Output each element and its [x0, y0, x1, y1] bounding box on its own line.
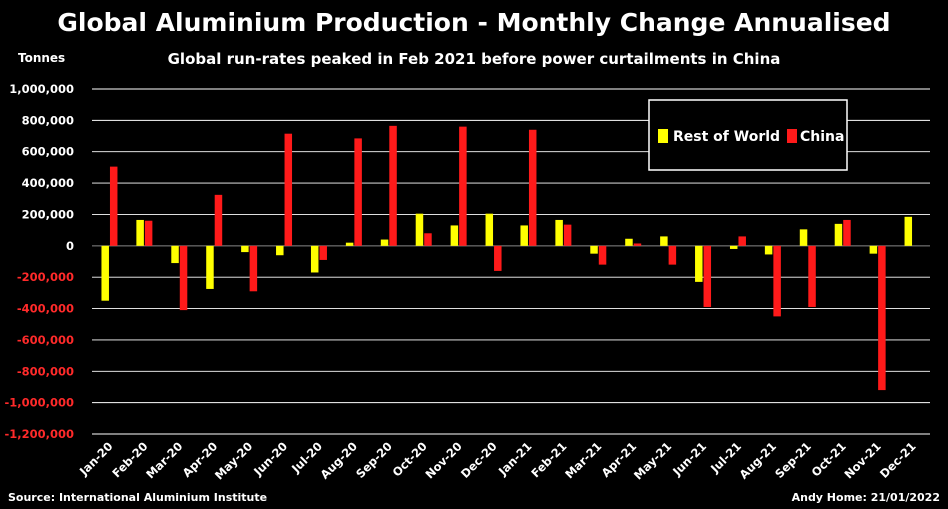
bar-china-aug-21	[773, 245, 781, 317]
bar-china-jan-21	[528, 129, 537, 246]
y-tick-label: -600,000	[17, 333, 74, 347]
y-tick-label: 0	[66, 239, 74, 253]
bar-china-jun-20	[284, 133, 293, 246]
bar-china-apr-21	[633, 243, 642, 246]
bar-china-aug-20	[354, 138, 362, 246]
bar-china-feb-21	[563, 224, 572, 246]
bar-china-feb-20	[144, 220, 153, 246]
bar-china-may-21	[668, 245, 677, 265]
bar-china-nov-21	[878, 245, 886, 391]
legend-box	[648, 99, 848, 171]
x-tick-label: May-20	[212, 439, 255, 482]
bar-china-apr-20	[214, 194, 223, 246]
y-tick-label: 800,000	[22, 113, 74, 127]
bar-rest-of-world-nov-21	[869, 245, 878, 254]
bars	[101, 125, 913, 391]
x-tick-label: Nov-21	[841, 439, 883, 481]
author-credit: Andy Home: 21/01/2022	[791, 491, 940, 504]
bar-rest-of-world-sep-21	[799, 229, 808, 246]
bar-china-oct-20	[424, 233, 432, 246]
y-tick-label: -400,000	[17, 302, 74, 316]
bar-rest-of-world-may-20	[241, 245, 249, 253]
x-axis-ticks: Jan-20Feb-20Mar-20Apr-20May-20Jun-20Jul-…	[76, 439, 919, 482]
bar-china-dec-20	[494, 245, 502, 271]
x-tick-label: Feb-20	[109, 439, 150, 480]
bar-rest-of-world-feb-20	[136, 219, 144, 246]
x-tick-label: Mar-20	[143, 439, 185, 481]
bar-rest-of-world-jul-20	[310, 245, 319, 273]
y-tick-label: -800,000	[17, 364, 74, 378]
bar-china-jul-21	[738, 236, 746, 246]
bar-china-jul-20	[319, 245, 327, 260]
bar-china-jun-21	[703, 245, 712, 307]
bar-rest-of-world-jun-20	[276, 245, 284, 256]
bar-china-jan-20	[109, 166, 118, 246]
bar-rest-of-world-apr-20	[206, 245, 214, 289]
y-tick-label: -1,200,000	[4, 427, 74, 441]
x-tick-label: Jan-21	[495, 439, 535, 479]
x-tick-label: Jan-20	[76, 439, 116, 479]
y-tick-label: 600,000	[22, 145, 74, 159]
x-tick-label: Mar-21	[562, 439, 604, 481]
bar-rest-of-world-oct-21	[834, 223, 843, 246]
bar-china-may-20	[249, 245, 258, 292]
y-axis-ticks: 1,000,000 800,000 600,000 400,000 200,000 0 -2…	[4, 82, 74, 441]
bar-china-mar-20	[179, 245, 188, 311]
x-tick-label: Feb-21	[528, 439, 569, 480]
legend-swatch-rest-of-world	[658, 129, 668, 143]
bar-rest-of-world-jan-21	[520, 225, 528, 246]
x-tick-label: Dec-20	[458, 439, 500, 481]
y-axis-unit-label: Tonnes	[18, 51, 66, 65]
x-tick-label: May-21	[631, 439, 674, 482]
legend-label-china: China	[800, 129, 844, 145]
legend: Rest of World China	[648, 99, 848, 171]
bar-china-sep-20	[389, 125, 397, 246]
bar-rest-of-world-oct-20	[415, 213, 424, 246]
bar-rest-of-world-mar-20	[171, 245, 179, 264]
bar-rest-of-world-aug-21	[764, 245, 773, 255]
chart-title: Global Aluminium Production - Monthly Ch…	[57, 8, 891, 37]
gridlines	[92, 88, 930, 435]
bar-china-sep-21	[808, 245, 816, 307]
bar-rest-of-world-nov-20	[450, 225, 459, 246]
x-tick-label: Sep-21	[772, 439, 814, 481]
legend-swatch-china	[787, 129, 797, 143]
bar-rest-of-world-dec-21	[904, 216, 913, 246]
x-tick-label: Aug-21	[736, 439, 779, 482]
bar-rest-of-world-aug-20	[345, 242, 354, 246]
bar-china-nov-20	[459, 126, 467, 246]
x-tick-label: Nov-20	[422, 439, 464, 481]
bar-rest-of-world-feb-21	[555, 219, 563, 246]
y-tick-label: 1,000,000	[9, 82, 74, 96]
bar-rest-of-world-jan-20	[101, 245, 109, 301]
legend-label-rest-of-world: Rest of World	[673, 129, 780, 145]
y-tick-label: 400,000	[22, 176, 74, 190]
x-tick-label: Jun-20	[250, 439, 290, 479]
bar-china-mar-21	[598, 245, 607, 265]
bar-rest-of-world-apr-21	[625, 238, 633, 246]
x-tick-label: Sep-20	[353, 439, 395, 481]
bar-rest-of-world-jul-21	[729, 245, 738, 249]
chart-subtitle: Global run-rates peaked in Feb 2021 befo…	[167, 50, 781, 68]
source-note: Source: International Aluminium Institut…	[8, 491, 268, 504]
x-tick-label: Dec-21	[877, 439, 919, 481]
bar-rest-of-world-sep-20	[380, 239, 389, 246]
bar-rest-of-world-jun-21	[695, 245, 703, 282]
bar-china-oct-21	[843, 219, 851, 246]
y-tick-label: -200,000	[17, 270, 74, 284]
x-tick-label: Aug-20	[317, 439, 360, 482]
bar-rest-of-world-may-21	[660, 236, 668, 246]
y-tick-label: 200,000	[22, 207, 74, 221]
bar-rest-of-world-dec-20	[485, 213, 494, 246]
bar-rest-of-world-mar-21	[590, 245, 598, 254]
x-tick-label: Jun-21	[669, 439, 709, 479]
y-tick-label: -1,000,000	[4, 396, 74, 410]
